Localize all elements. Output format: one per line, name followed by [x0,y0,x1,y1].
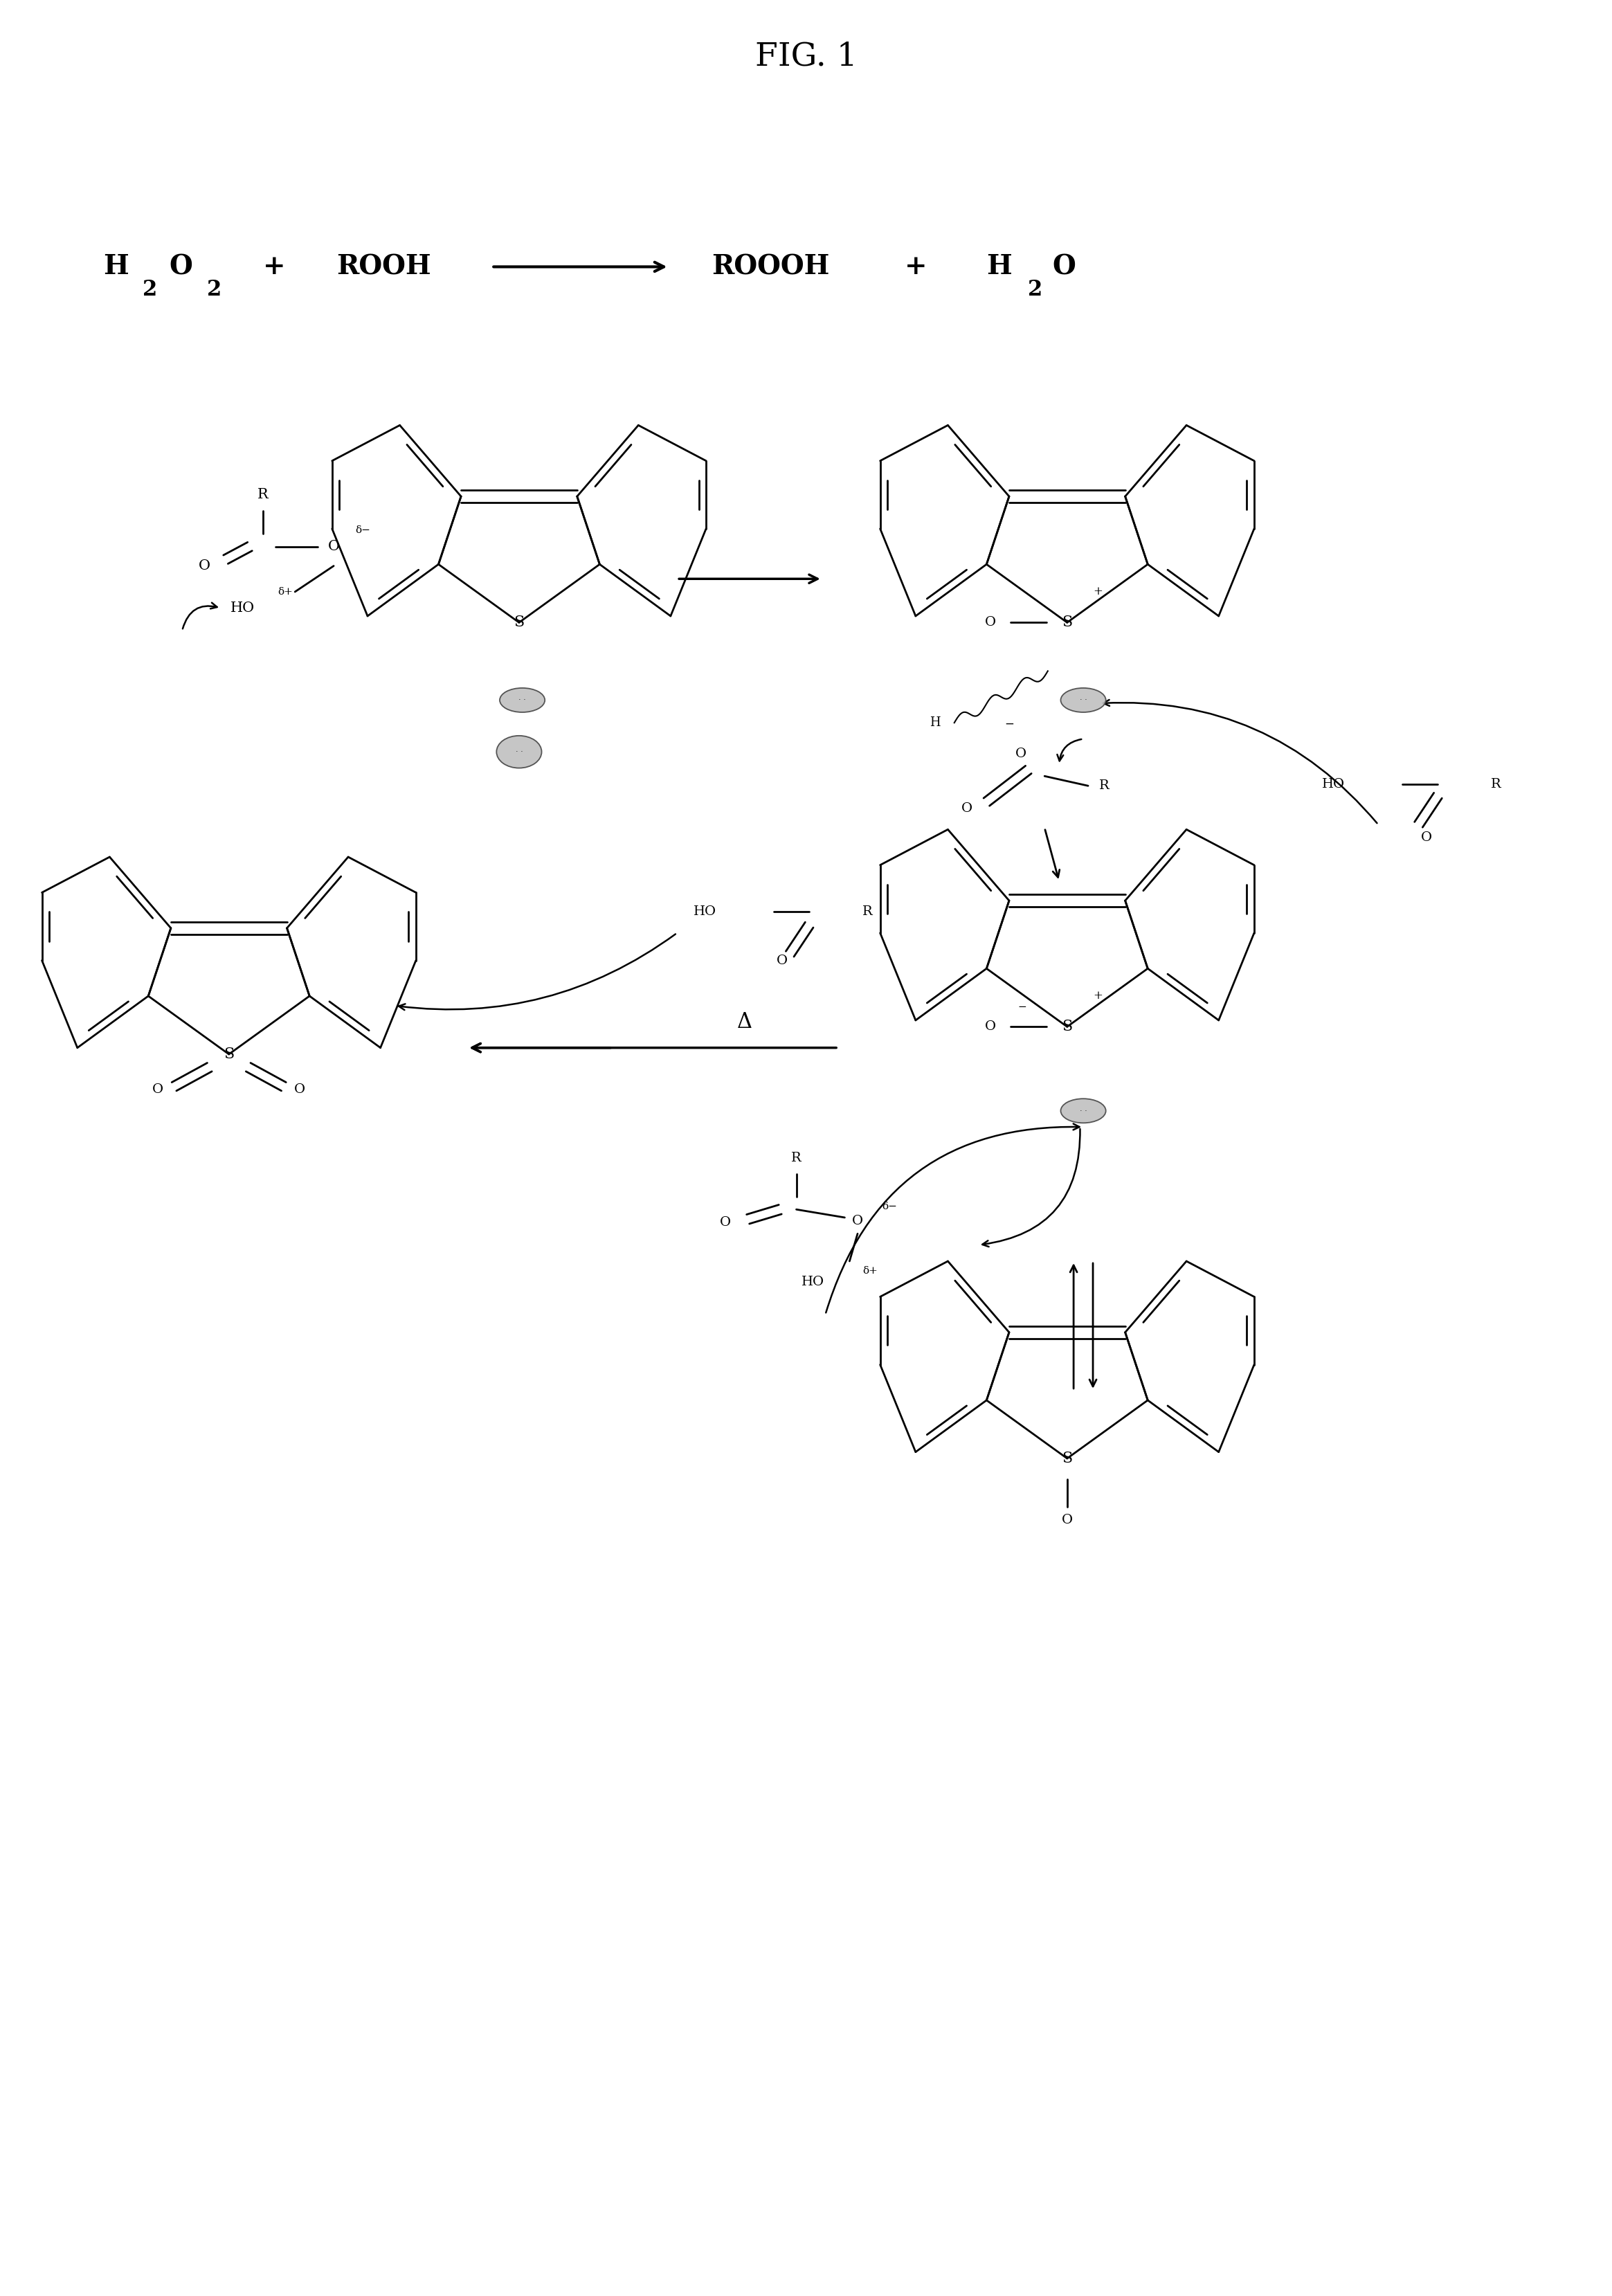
Text: O: O [721,1217,730,1228]
Text: +: + [1093,990,1103,1001]
Text: O: O [985,615,996,629]
Text: O: O [985,1019,996,1033]
Text: 2: 2 [1027,278,1043,301]
Text: S: S [514,615,524,629]
Text: HO: HO [693,905,716,918]
Text: ROOOH: ROOOH [711,253,830,280]
Text: R: R [258,489,268,501]
Text: S: S [1062,1451,1072,1467]
Ellipse shape [1061,1100,1106,1123]
Text: R: R [1491,778,1501,790]
Text: H: H [103,253,129,280]
Text: +: + [904,253,927,280]
Text: 2: 2 [206,278,222,301]
Text: O: O [198,560,211,572]
Text: FIG. 1: FIG. 1 [754,41,858,71]
Text: · ·: · · [519,696,526,703]
Text: O: O [169,253,192,280]
Text: δ−: δ− [882,1201,898,1210]
Text: H: H [930,716,940,730]
Ellipse shape [1061,689,1106,712]
Ellipse shape [496,735,542,769]
Text: O: O [153,1084,163,1095]
Text: O: O [295,1084,305,1095]
Text: +: + [1093,585,1103,597]
Text: · ·: · · [516,748,522,755]
Text: 2: 2 [142,278,158,301]
Text: O: O [327,540,340,553]
Text: O: O [853,1215,862,1226]
Text: O: O [1062,1513,1072,1527]
Text: δ+: δ+ [862,1265,879,1277]
Text: O: O [1053,253,1075,280]
Ellipse shape [500,689,545,712]
Text: S: S [1062,1019,1072,1033]
Text: HO: HO [1322,778,1344,790]
Text: −: − [1004,719,1014,730]
Text: −: − [1017,1003,1027,1013]
Text: · ·: · · [1080,1107,1086,1114]
Text: O: O [1422,831,1431,845]
Text: O: O [777,955,787,967]
Text: δ−: δ− [355,526,371,535]
Text: HO: HO [801,1277,824,1288]
Text: S: S [1062,615,1072,629]
Text: · ·: · · [1080,696,1086,703]
Text: Δ: Δ [737,1010,753,1033]
Text: O: O [1016,746,1027,760]
Text: ROOH: ROOH [337,253,430,280]
Text: R: R [1099,781,1109,792]
Text: O: O [962,801,972,815]
Text: δ+: δ+ [277,588,293,597]
Text: R: R [791,1153,801,1164]
Text: H: H [987,253,1012,280]
Text: HO: HO [231,602,255,615]
Text: R: R [862,905,872,918]
Text: +: + [263,253,285,280]
Text: S: S [224,1047,234,1061]
